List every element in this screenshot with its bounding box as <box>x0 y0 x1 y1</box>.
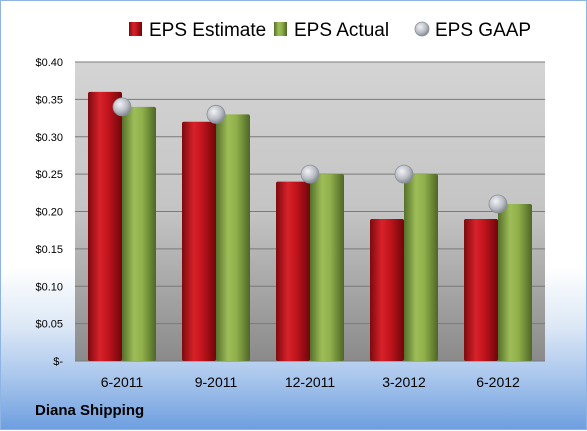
bar-eps-actual <box>498 204 532 361</box>
bars <box>88 91 532 362</box>
legend-eps-gaap: EPS GAAP <box>435 20 531 41</box>
bar-eps-estimate <box>464 218 498 361</box>
gaap-markers <box>112 97 508 214</box>
marker-eps-gaap <box>300 164 320 184</box>
bar-eps-estimate <box>88 91 122 362</box>
x-tick-label: 3-2012 <box>382 374 426 390</box>
x-axis-ticks: 6-2011 9-2011 12-2011 3-2012 6-2012 <box>101 374 520 390</box>
x-tick-label: 6-2012 <box>476 374 520 390</box>
y-tick-label: $0.25 <box>35 169 63 181</box>
legend-eps-estimate: EPS Estimate <box>149 20 266 41</box>
legend-swatch <box>129 22 142 36</box>
bar-eps-estimate <box>182 121 216 361</box>
y-tick-label: $0.30 <box>35 132 63 144</box>
legend-eps-actual: EPS Actual <box>294 20 389 41</box>
y-tick-label: $0.40 <box>35 57 63 69</box>
company-name: Diana Shipping <box>35 402 145 419</box>
legend-swatch <box>414 21 430 37</box>
marker-eps-gaap <box>206 104 226 124</box>
legend-swatch <box>274 22 287 36</box>
marker-eps-gaap <box>394 164 414 184</box>
marker-eps-gaap <box>112 97 132 117</box>
legend: EPS Estimate EPS Actual EPS GAAP <box>129 20 531 41</box>
x-tick-label: 9-2011 <box>195 374 238 390</box>
y-tick-label: $0.10 <box>35 281 63 293</box>
bar-eps-actual <box>310 174 344 361</box>
x-tick-label: 12-2011 <box>285 374 336 390</box>
y-tick-label: $0.35 <box>35 94 63 106</box>
marker-eps-gaap <box>488 194 508 214</box>
y-tick-label: $- <box>53 356 63 368</box>
x-tick-label: 6-2011 <box>101 374 144 390</box>
y-tick-label: $0.15 <box>35 244 63 256</box>
bar-eps-estimate <box>276 181 310 361</box>
bar-eps-actual <box>122 106 156 361</box>
y-axis-ticks: $0.40 $0.35 $0.30 $0.25 $0.20 $0.15 $0.10 $0.05… <box>35 57 63 368</box>
bar-eps-actual <box>216 114 250 361</box>
bar-eps-actual <box>404 174 438 361</box>
y-tick-label: $0.05 <box>35 319 63 331</box>
y-tick-label: $0.20 <box>35 207 63 219</box>
bar-eps-estimate <box>370 218 404 361</box>
